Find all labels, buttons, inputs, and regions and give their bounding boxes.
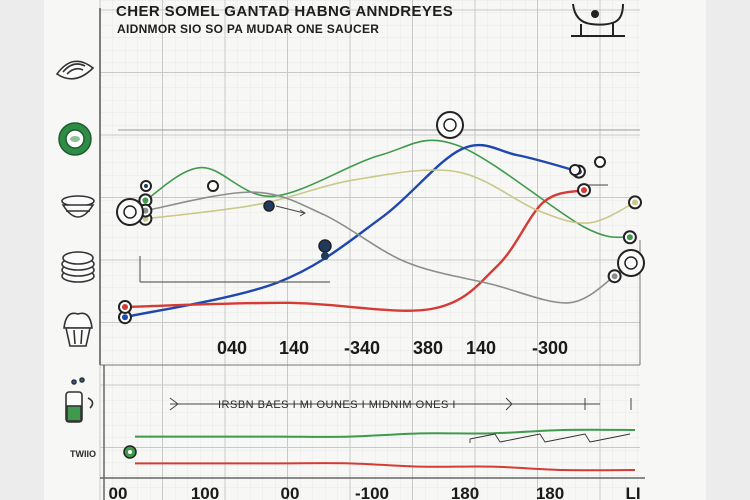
series-point-core — [122, 314, 128, 321]
series-line-red — [123, 188, 586, 312]
y-axis-label: TWIIO — [70, 449, 96, 459]
upper-value-label: -340 — [344, 338, 380, 358]
x-tick-label: -100 — [355, 484, 389, 500]
lower-series-red — [135, 462, 636, 472]
chart-title: CHER SOMEL GANTAD HABNG ANNDREYES — [116, 3, 453, 20]
cow-icon — [571, 3, 625, 37]
series-point-core — [142, 197, 149, 204]
series-point-core — [632, 199, 638, 206]
x-tick-label: 100 — [191, 484, 219, 500]
upper-value-label: 140 — [466, 338, 496, 358]
series-point-core — [122, 303, 128, 310]
x-tick-label: 00 — [109, 484, 128, 500]
decorative-markers — [116, 111, 645, 459]
series-point-core — [611, 273, 618, 280]
x-tick-label: 00 — [281, 484, 300, 500]
stacked-plates-icon — [61, 251, 95, 283]
upper-value-labels: 040 140 -340 380 140 -300 — [217, 338, 568, 358]
series-point-core — [626, 234, 633, 241]
grid — [99, 0, 640, 500]
bowl-icon — [61, 195, 95, 218]
series-line-yellow — [144, 169, 636, 224]
x-tick-label: LI — [625, 484, 640, 500]
strip-label: IRSBN BAES I MI OUNES I MIDNIM ONES I — [218, 399, 456, 411]
series-layer — [123, 139, 636, 319]
upper-value-label: 040 — [217, 338, 247, 358]
seashell-icon — [55, 60, 95, 80]
x-tick-labels: 00 100 00 -100 180 180 LI — [109, 484, 641, 500]
upper-value-label: 380 — [413, 338, 443, 358]
x-tick-label: 180 — [451, 484, 479, 500]
separator-strip: IRSBN BAES I MI OUNES I MIDNIM ONES I — [169, 397, 632, 411]
upper-value-label: 140 — [279, 338, 309, 358]
series-point-core — [581, 187, 587, 194]
chart-subtitle: AIDNMOR SIO SO PA MUDAR ONE SAUCER — [117, 22, 379, 36]
x-tick-label: 180 — [536, 484, 564, 500]
lower-scribble — [469, 433, 631, 443]
upper-value-label: -300 — [532, 338, 568, 358]
series-line-blue — [123, 143, 581, 319]
series-line-gray — [144, 191, 616, 304]
cupcake-icon — [63, 312, 93, 347]
jar-icon — [65, 377, 94, 423]
lower-series-green — [135, 428, 636, 438]
plate-icon — [58, 122, 92, 156]
lower-panel — [135, 428, 636, 472]
